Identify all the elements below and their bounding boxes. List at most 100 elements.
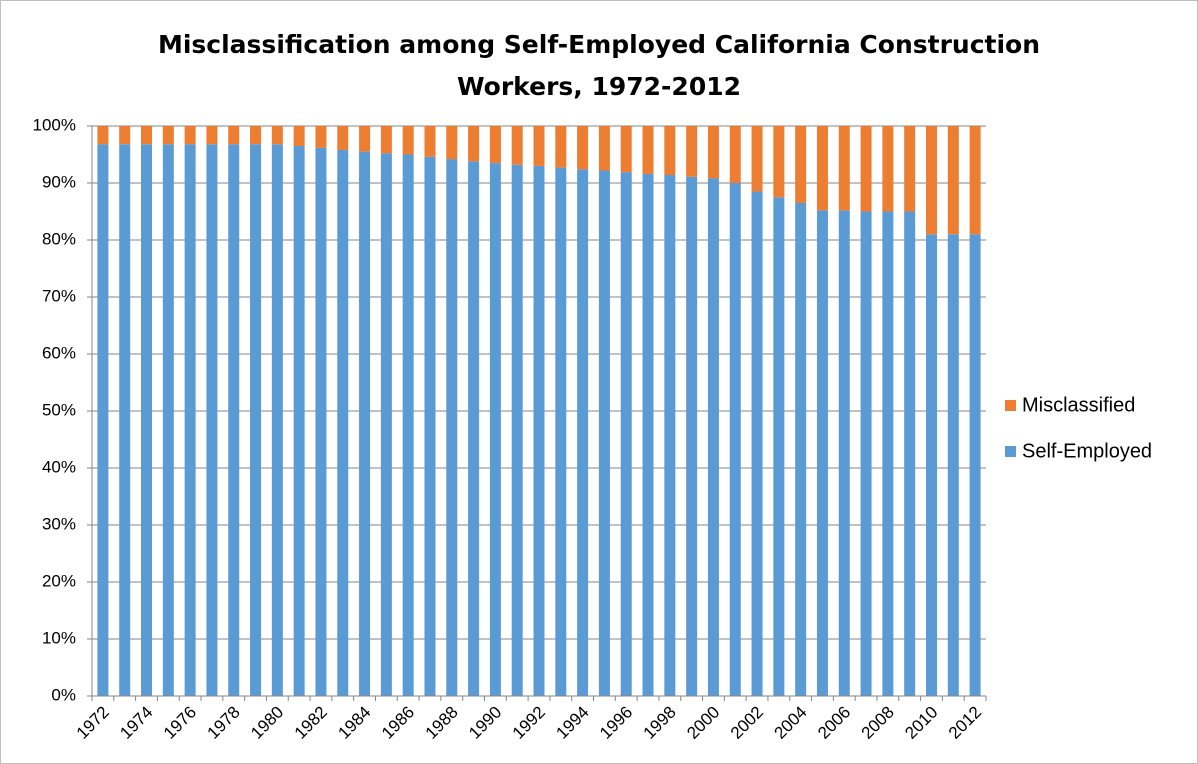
bar-segment [860, 126, 872, 212]
bar-segment [707, 178, 719, 696]
bar-segment [860, 211, 872, 696]
bar-segment [489, 126, 501, 164]
bar-segment [402, 154, 414, 696]
legend-swatch [1005, 446, 1016, 457]
bar-segment [533, 126, 545, 166]
y-tick-label: 30% [42, 514, 76, 533]
bar-segment [795, 126, 807, 203]
bar-segment [577, 126, 589, 170]
y-tick-label: 70% [42, 286, 76, 305]
bar-segment [380, 126, 392, 154]
bar-segment [206, 126, 218, 145]
bar-segment [162, 144, 174, 697]
bar-segment [795, 202, 807, 696]
bar-segment [446, 126, 458, 160]
bar-segment [598, 126, 610, 171]
legend-swatch [1005, 400, 1016, 411]
bar-segment [729, 126, 741, 183]
y-tick-label: 90% [42, 172, 76, 191]
bar-segment [925, 126, 937, 235]
bar-segment [751, 191, 763, 697]
bar-segment [293, 126, 305, 146]
y-tick-label: 80% [42, 229, 76, 248]
bar-segment [947, 126, 959, 235]
bar-segment [184, 126, 196, 145]
bar-segment [206, 144, 218, 697]
bar-segment [969, 234, 981, 697]
bar-segment [882, 211, 894, 696]
bar-segment [446, 159, 458, 696]
bar-segment [773, 126, 785, 198]
chart-title: Misclassification among Self-Employed Ca… [158, 30, 1040, 59]
bar-segment [119, 126, 131, 145]
bar-segment [250, 126, 262, 145]
bar-segment [489, 163, 501, 697]
bar-segment [359, 151, 371, 696]
bar-segment [97, 144, 109, 697]
bar-segment [337, 149, 349, 696]
bar-segment [686, 126, 698, 177]
bar-segment [555, 167, 567, 697]
bar-segment [642, 173, 654, 696]
bar-segment [271, 126, 283, 145]
y-tick-label: 20% [42, 571, 76, 590]
bar-segment [293, 145, 305, 696]
bar-segment [184, 144, 196, 697]
legend-label: Self-Employed [1022, 440, 1152, 462]
bar-segment [664, 126, 676, 176]
bar-segment [315, 126, 327, 148]
bar-segment [577, 169, 589, 696]
bar-segment [598, 170, 610, 696]
bar-segment [511, 126, 523, 165]
bar-segment [686, 176, 698, 697]
bar-segment [773, 197, 785, 696]
bar-segment [620, 172, 632, 697]
bar-segment [141, 126, 153, 145]
y-tick-label: 50% [42, 400, 76, 419]
bar-segment [119, 144, 131, 697]
bar-segment [816, 210, 828, 697]
bar-segment [424, 126, 436, 157]
bar-segment [816, 126, 828, 211]
bar-segment [969, 126, 981, 235]
bar-segment [250, 144, 262, 697]
bar-segment [315, 147, 327, 696]
chart-title: Workers, 1972-2012 [457, 72, 741, 101]
bar-segment [620, 126, 632, 173]
bar-segment [533, 165, 545, 696]
bar-segment [359, 126, 371, 152]
bar-segment [882, 126, 894, 212]
bar-segment [947, 234, 959, 697]
bar-segment [271, 144, 283, 697]
y-tick-label: 100% [33, 115, 76, 134]
bar-segment [402, 126, 414, 155]
bar-segment [141, 144, 153, 697]
bar-segment [925, 234, 937, 697]
bar-segment [707, 126, 719, 179]
bar-segment [511, 164, 523, 696]
bar-segment [380, 153, 392, 697]
bar-segment [468, 126, 480, 162]
bar-segment [838, 210, 850, 697]
bar-segment [904, 126, 916, 212]
legend-label: Misclassified [1022, 394, 1135, 416]
y-tick-label: 0% [51, 685, 76, 704]
bar-segment [642, 126, 654, 174]
y-tick-label: 60% [42, 343, 76, 362]
bar-segment [904, 211, 916, 696]
bar-segment [838, 126, 850, 211]
bar-segment [97, 126, 109, 145]
bar-segment [337, 126, 349, 150]
bar-segment [729, 183, 741, 696]
bar-segment [228, 126, 240, 145]
bar-segment [751, 126, 763, 192]
bar-segment [162, 126, 174, 145]
y-tick-label: 10% [42, 628, 76, 647]
y-tick-label: 40% [42, 457, 76, 476]
bar-segment [424, 156, 436, 696]
bar-segment [468, 161, 480, 697]
bar-segment [664, 175, 676, 696]
bar-segment [228, 144, 240, 697]
bar-segment [555, 126, 567, 168]
